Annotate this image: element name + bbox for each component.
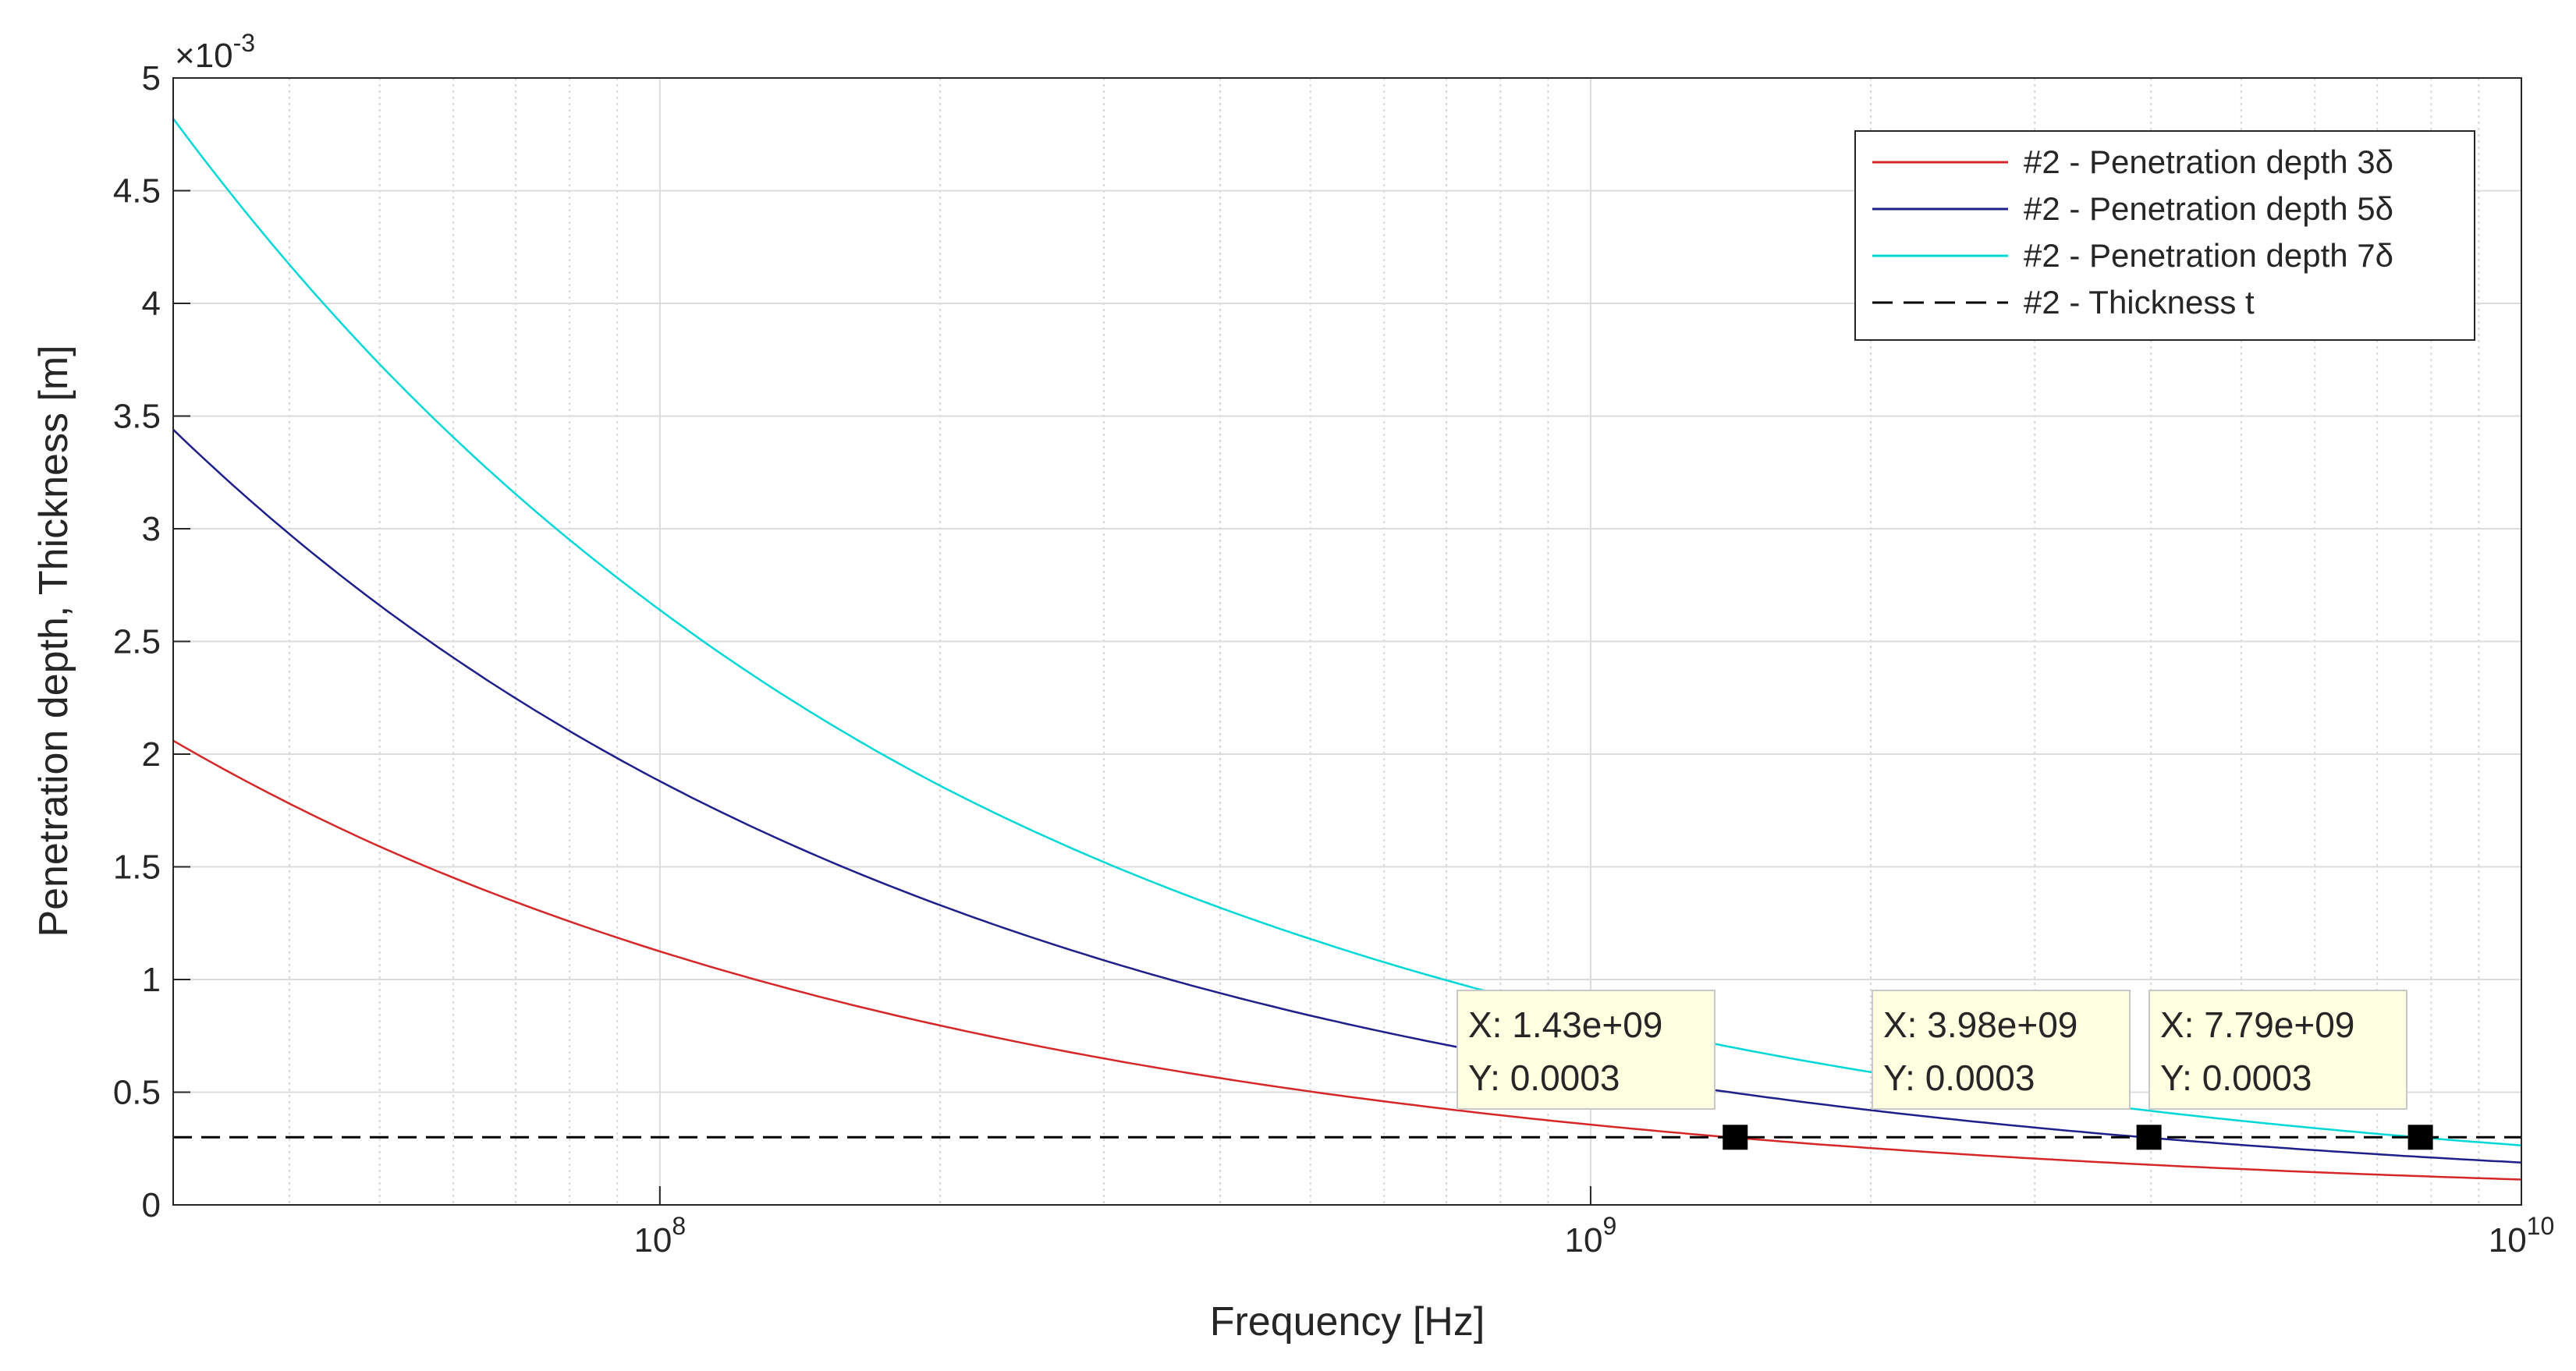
series-line-2 bbox=[172, 428, 2522, 1164]
y-tick-label: 2 bbox=[142, 735, 161, 774]
y-tick-label: 3.5 bbox=[113, 398, 161, 436]
x-tick-power: 9 bbox=[1602, 1212, 1616, 1240]
y-tick-label: 3 bbox=[142, 510, 161, 548]
datatip-marker bbox=[2136, 1125, 2162, 1150]
legend-label: #2 - Penetration depth 7δ bbox=[2024, 237, 2393, 274]
datatip-x-text: X: 7.79e+09 bbox=[2160, 1004, 2354, 1045]
x-tick-base: 10 bbox=[1565, 1221, 1603, 1259]
x-tick-label: 109 bbox=[1565, 1212, 1617, 1259]
legend-label: #2 - Penetration depth 5δ bbox=[2024, 190, 2393, 227]
legend-box bbox=[1854, 130, 2475, 341]
datatip-x-text: X: 3.98e+09 bbox=[1883, 1004, 2077, 1045]
y-exponent-label: ×10-3 bbox=[175, 29, 255, 75]
datatip-x-text: X: 1.43e+09 bbox=[1468, 1004, 1662, 1045]
legend-label: #2 - Penetration depth 3δ bbox=[2024, 143, 2393, 180]
y-axis-exponent: ×10-3 bbox=[175, 29, 255, 75]
legend-label: #2 - Thickness t bbox=[2024, 284, 2255, 321]
datatip-box bbox=[1872, 990, 2131, 1110]
y-tick-label: 0 bbox=[142, 1186, 161, 1224]
y-tick-label: 1.5 bbox=[113, 848, 161, 887]
x-tick-label: 1010 bbox=[2489, 1212, 2555, 1259]
y-tick-label: 0.5 bbox=[113, 1074, 161, 1112]
y-tick-label: 5 bbox=[142, 59, 161, 97]
x-tick-power: 10 bbox=[2527, 1212, 2555, 1240]
y-tick-label: 2.5 bbox=[113, 623, 161, 661]
datatip-marker bbox=[2407, 1125, 2433, 1150]
x-axis-label: Frequency [Hz] bbox=[1210, 1299, 1485, 1344]
legend: #2 - Penetration depth 3δ #2 - Penetratio… bbox=[1854, 130, 2475, 341]
x-tick-base: 10 bbox=[633, 1221, 672, 1259]
y-axis-label: Penetration depth, Thickness [m] bbox=[31, 345, 76, 937]
datatip-marker bbox=[1723, 1125, 1748, 1150]
y-tick-label: 4.5 bbox=[113, 172, 161, 211]
datatip-y-text: Y: 0.0003 bbox=[2160, 1057, 2312, 1098]
y-tick-label: 1 bbox=[142, 961, 161, 999]
y-exponent-power: -3 bbox=[233, 29, 255, 57]
datatip-y-text: Y: 0.0003 bbox=[1468, 1057, 1620, 1098]
x-tick-label: 108 bbox=[633, 1212, 686, 1259]
x-tick-power: 8 bbox=[672, 1212, 686, 1240]
x-tick-base: 10 bbox=[2489, 1221, 2527, 1259]
series-line-1 bbox=[172, 739, 2522, 1181]
datatip-box bbox=[2148, 990, 2407, 1110]
datatips-layer: X: 1.43e+09 Y: 0.0003 X: 3.98e+09 Y: 0.0003… bbox=[1457, 990, 2433, 1150]
y-exponent-base: ×10 bbox=[175, 37, 233, 75]
datatip-y-text: Y: 0.0003 bbox=[1883, 1057, 2035, 1098]
y-tick-label: 4 bbox=[142, 285, 161, 323]
datatip-box bbox=[1457, 990, 1716, 1110]
